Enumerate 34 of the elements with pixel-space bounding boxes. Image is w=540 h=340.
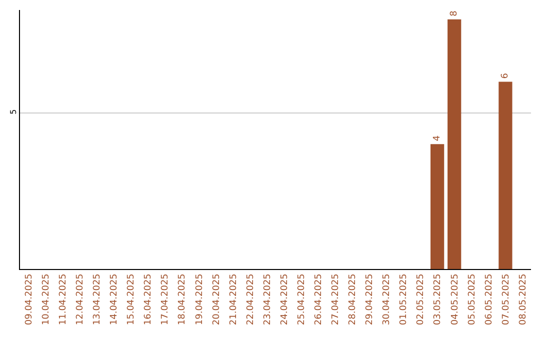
x-tick-label: 04.05.2025 xyxy=(450,274,460,326)
x-tick-label: 03.05.2025 xyxy=(433,274,444,326)
x-tick-label: 28.04.2025 xyxy=(348,274,358,326)
x-tick-label: 05.05.2025 xyxy=(467,274,478,326)
x-tick-label: 26.04.2025 xyxy=(314,274,324,326)
x-tick-label: 01.05.2025 xyxy=(399,274,410,326)
x-tick-label: 30.04.2025 xyxy=(382,274,392,326)
x-tick-label: 29.04.2025 xyxy=(365,274,376,326)
data-label: 4 xyxy=(432,135,442,142)
x-tick-label: 08.05.2025 xyxy=(518,274,528,326)
x-tick-label: 25.04.2025 xyxy=(296,274,307,326)
x-tick-label: 22.04.2025 xyxy=(246,274,256,326)
x-tick-label: 15.04.2025 xyxy=(126,274,137,326)
data-label: 6 xyxy=(500,72,510,79)
x-tick-label: 18.04.2025 xyxy=(178,274,188,326)
x-tick-label: 27.04.2025 xyxy=(331,274,342,326)
x-tick-label: 21.04.2025 xyxy=(228,274,239,326)
x-tick-label: 11.04.2025 xyxy=(58,274,69,326)
y-tick-label: 5 xyxy=(8,109,18,114)
x-tick-label: 16.04.2025 xyxy=(144,274,154,326)
data-label: 8 xyxy=(449,10,460,16)
x-tick-label: 10.04.2025 xyxy=(41,274,52,326)
x-tick-label: 06.05.2025 xyxy=(484,274,494,326)
x-tick-label: 20.04.2025 xyxy=(212,274,222,326)
x-tick-label: 13.04.2025 xyxy=(92,274,103,326)
x-tick-label: 09.04.2025 xyxy=(24,274,34,326)
x-tick-label: 14.04.2025 xyxy=(110,274,120,326)
x-tick-label: 07.05.2025 xyxy=(501,274,512,326)
x-tick-label: 17.04.2025 xyxy=(160,274,171,326)
x-tick-label: 19.04.2025 xyxy=(194,274,205,326)
x-tick-label: 23.04.2025 xyxy=(262,274,273,326)
x-tick-label: 02.05.2025 xyxy=(416,274,426,326)
x-tick-label: 24.04.2025 xyxy=(280,274,290,326)
x-tick-label: 12.04.2025 xyxy=(76,274,86,326)
